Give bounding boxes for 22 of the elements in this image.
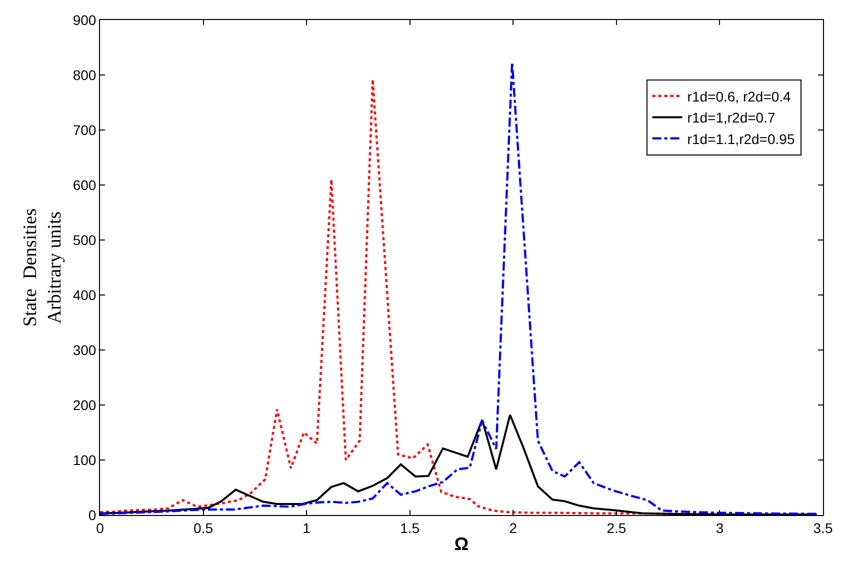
- x-tick-label: 1.5: [400, 520, 420, 536]
- y-tick-label: 300: [72, 342, 96, 358]
- y-tick-label: 200: [72, 396, 96, 413]
- legend-label: r1d=1.1,r2d=0.95: [687, 130, 795, 147]
- x-tick-label: 0.5: [194, 520, 214, 536]
- y-tick-label: 900: [72, 12, 96, 28]
- x-tick-label: 1: [302, 520, 311, 536]
- y-tick-label: 700: [72, 122, 96, 138]
- y-tick-label: 100: [72, 452, 96, 468]
- legend-label: r1d=1,r2d=0.7: [687, 110, 776, 126]
- y-tick-label: 400: [72, 286, 96, 303]
- x-tick-label: 2.5: [606, 520, 626, 536]
- y-tick-label: 0: [88, 506, 96, 523]
- legend-label: r1d=0.6, r2d=0.4: [687, 88, 792, 104]
- y-tick-label: 500: [72, 232, 96, 248]
- x-tick-label: 2: [509, 520, 518, 536]
- x-tick-label: 3.5: [813, 520, 833, 536]
- y-tick-label: 800: [72, 66, 96, 83]
- y-tick-label: 600: [72, 176, 96, 193]
- x-tick-label: 3: [716, 520, 724, 536]
- y-axis-title: State Densities Arbitrary units: [20, 208, 66, 327]
- x-axis-title: Ω: [454, 534, 469, 554]
